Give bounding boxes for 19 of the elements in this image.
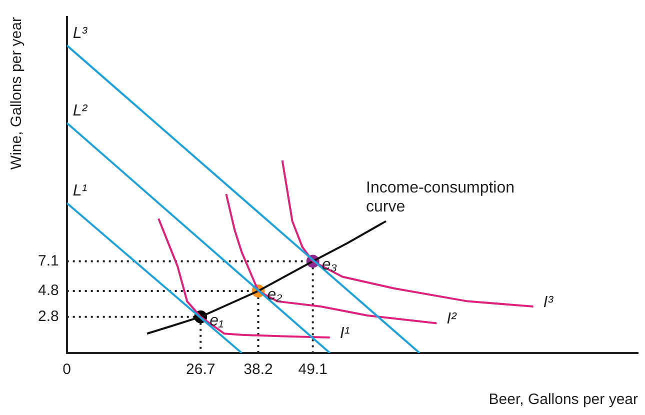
series-label: e₂ [267,286,282,304]
series-label: L² [72,102,88,120]
y-tick-label: 2.8 [38,308,59,325]
series-label: I² [446,310,458,328]
y-tick-label: 4.8 [38,282,59,300]
y-axis-title: Wine, Gallons per year [8,17,26,170]
y-tick-label: 7.1 [38,252,59,270]
series-label: I¹ [340,324,350,342]
series-label: L¹ [72,182,88,200]
x-axis-title: Beer, Gallons per year [488,391,638,408]
series-label: I³ [543,294,554,311]
x-tick-label: 0 [62,361,72,378]
series-label: Income-consumption curve [366,180,515,216]
x-tick-label: 38.2 [244,361,273,378]
x-tick-label: 26.7 [186,361,216,378]
series-label: e₃ [322,256,338,274]
series-label: L³ [72,24,88,42]
x-tick-label: 49.1 [298,361,328,378]
series-label: e₁ [210,312,224,330]
